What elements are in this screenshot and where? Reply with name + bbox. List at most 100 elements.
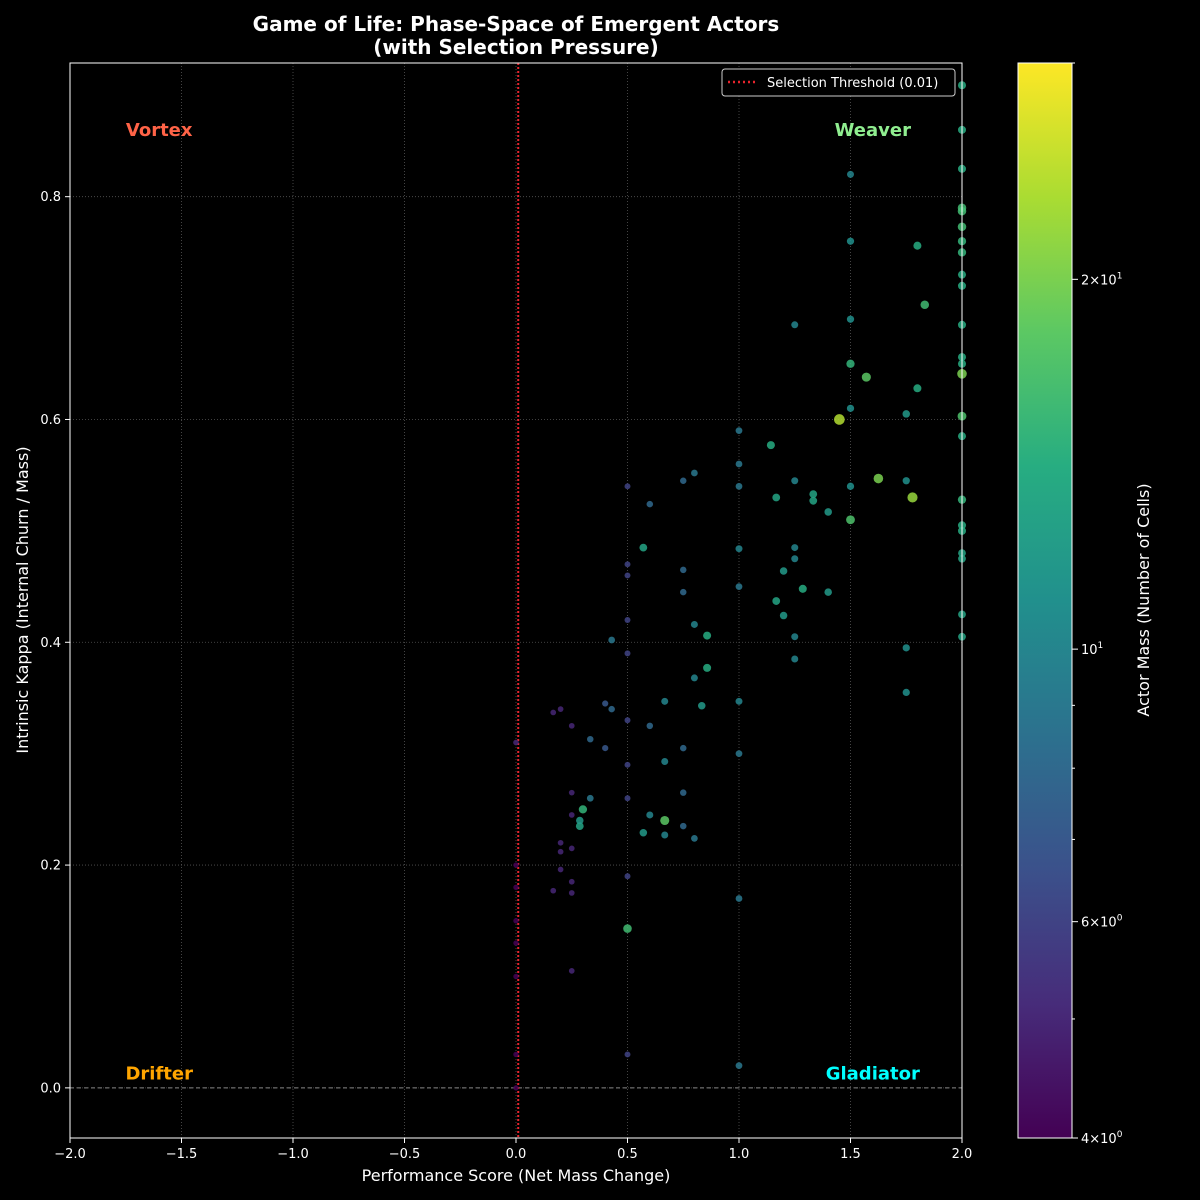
actor-point [568,812,575,818]
actor-point [624,795,631,802]
x-tick-label: −1.5 [166,1147,198,1162]
actor-point [846,237,855,245]
actor-point [791,633,799,641]
actor-point [587,735,594,743]
actor-point [798,584,807,593]
actor-point [624,873,631,880]
actor-point [772,493,781,502]
actor-point [624,483,631,490]
actor-point [557,706,564,712]
actor-point [624,761,631,768]
actor-point [608,636,616,644]
actor-point [735,895,743,902]
colorbar-ticks: 4×100 6×100 101 2×101 [1072,62,1123,1147]
actor-point [575,822,584,830]
x-tick-label: 2.0 [952,1147,973,1162]
actor-point [623,924,632,933]
actor-point [646,722,654,730]
actor-point [550,709,557,716]
actor-point [824,588,832,596]
actor-point [907,492,918,503]
actor-point [624,572,631,579]
actor-point [576,816,584,825]
colorbar-tick-label: 101 [1081,641,1103,658]
actor-point [513,918,519,924]
actor-point [680,789,687,796]
x-tick-label: 0.5 [617,1147,638,1162]
actor-point [557,848,564,855]
actor-point [779,567,788,575]
actor-point [735,697,743,705]
x-axis-label: Performance Score (Net Mass Change) [362,1166,671,1185]
actor-point [513,973,519,980]
actor-point [513,1085,519,1091]
actor-point [557,866,564,873]
region-label-weaver: Weaver [835,120,912,141]
actor-point [735,750,743,758]
actor-point [703,631,712,640]
y-tick-label: 0.6 [40,413,61,428]
actor-point [624,1051,631,1058]
legend-threshold-label: Selection Threshold (0.01) [767,76,938,91]
actor-point [661,831,669,839]
actor-point [680,744,687,752]
actor-point [624,617,631,623]
actor-point [680,588,687,596]
actor-point [861,372,871,382]
colorbar-tick-label: 4×100 [1081,1130,1123,1147]
actor-point [735,482,743,490]
actor-point [513,884,519,891]
actor-point [680,477,687,484]
actor-point [690,620,698,628]
actor-point [824,508,832,516]
actor-point [550,887,557,894]
colorbar-label: Actor Mass (Number of Cells) [1134,483,1153,716]
actor-point [690,674,698,682]
actor-point [847,170,854,178]
actor-point [902,410,911,418]
actor-point [680,566,687,574]
actor-point [791,544,799,552]
actor-point [913,241,922,250]
chart-title-line-1: Game of Life: Phase-Space of Emergent Ac… [253,12,780,36]
actor-point [902,644,910,652]
actor-point [624,717,631,724]
actor-point [735,427,743,434]
actor-point [513,940,519,946]
actor-point [608,705,615,713]
x-tick-label: −0.5 [389,1147,421,1162]
x-tick-label: −2.0 [54,1147,86,1162]
y-tick-label: 0.2 [40,859,61,874]
actor-point [624,650,631,657]
actor-point [586,794,594,802]
actor-point [846,359,855,368]
actor-point [920,300,930,310]
y-axis-ticks: 0.0 0.2 0.4 0.6 0.8 [40,190,70,1096]
actor-point [766,441,775,450]
actor-point [772,597,781,605]
actor-point [735,460,743,468]
region-labels: Vortex Weaver Drifter Gladiator [125,120,920,1085]
colorbar-tick-label: 6×100 [1081,914,1123,931]
actor-point [513,1051,519,1058]
actor-point [779,611,788,620]
x-axis-ticks: −2.0 −1.5 −1.0 −0.5 0.0 0.5 1.0 1.5 2.0 [54,1138,972,1162]
actor-point [661,757,669,765]
actor-point [691,834,698,842]
colorbar [1017,62,1073,1139]
chart-title-line-2: (with Selection Pressure) [373,35,659,59]
actor-point [913,384,922,393]
region-label-vortex: Vortex [126,120,193,141]
actor-point [791,655,799,663]
actor-point [809,496,818,505]
actor-point [809,490,818,499]
actor-point [902,477,910,485]
actor-point [680,822,687,830]
actor-point [568,722,575,729]
actor-point [846,482,855,490]
actor-point [513,739,519,746]
y-tick-label: 0.8 [40,190,61,205]
actor-point [661,697,669,705]
actor-point [568,890,575,896]
